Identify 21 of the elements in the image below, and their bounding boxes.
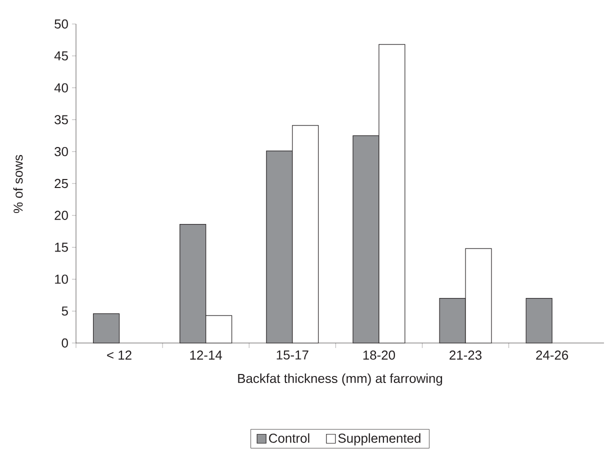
y-tick-label: 10: [55, 274, 68, 284]
x-tick-label: < 12: [107, 350, 132, 360]
y-tick-label: 5: [62, 306, 68, 316]
x-axis-title: Backfat thickness (mm) at farrowing: [238, 374, 442, 386]
x-tick-label: 21-23: [450, 350, 482, 360]
y-tick-label: 30: [54, 147, 68, 156]
y-tick-label: 50: [54, 19, 68, 29]
y-tick-label: 35: [54, 115, 68, 124]
x-tick-label: 12-14: [190, 350, 222, 360]
legend-label: Control: [269, 433, 310, 443]
x-tick-label: 24-26: [536, 350, 568, 360]
legend-label: Supplemented: [338, 433, 420, 446]
y-axis-title: % of sows: [13, 154, 23, 214]
y-tick-label: 0: [62, 338, 68, 348]
y-tick-label: 25: [54, 178, 68, 188]
y-tick-label: 40: [54, 83, 68, 92]
y-tick-label: 15: [55, 242, 68, 252]
x-tick-label: 15-17: [276, 350, 308, 360]
y-tick-label: 45: [54, 51, 68, 60]
y-tick-label: 20: [54, 210, 68, 220]
x-tick-label: 18-20: [363, 350, 396, 360]
